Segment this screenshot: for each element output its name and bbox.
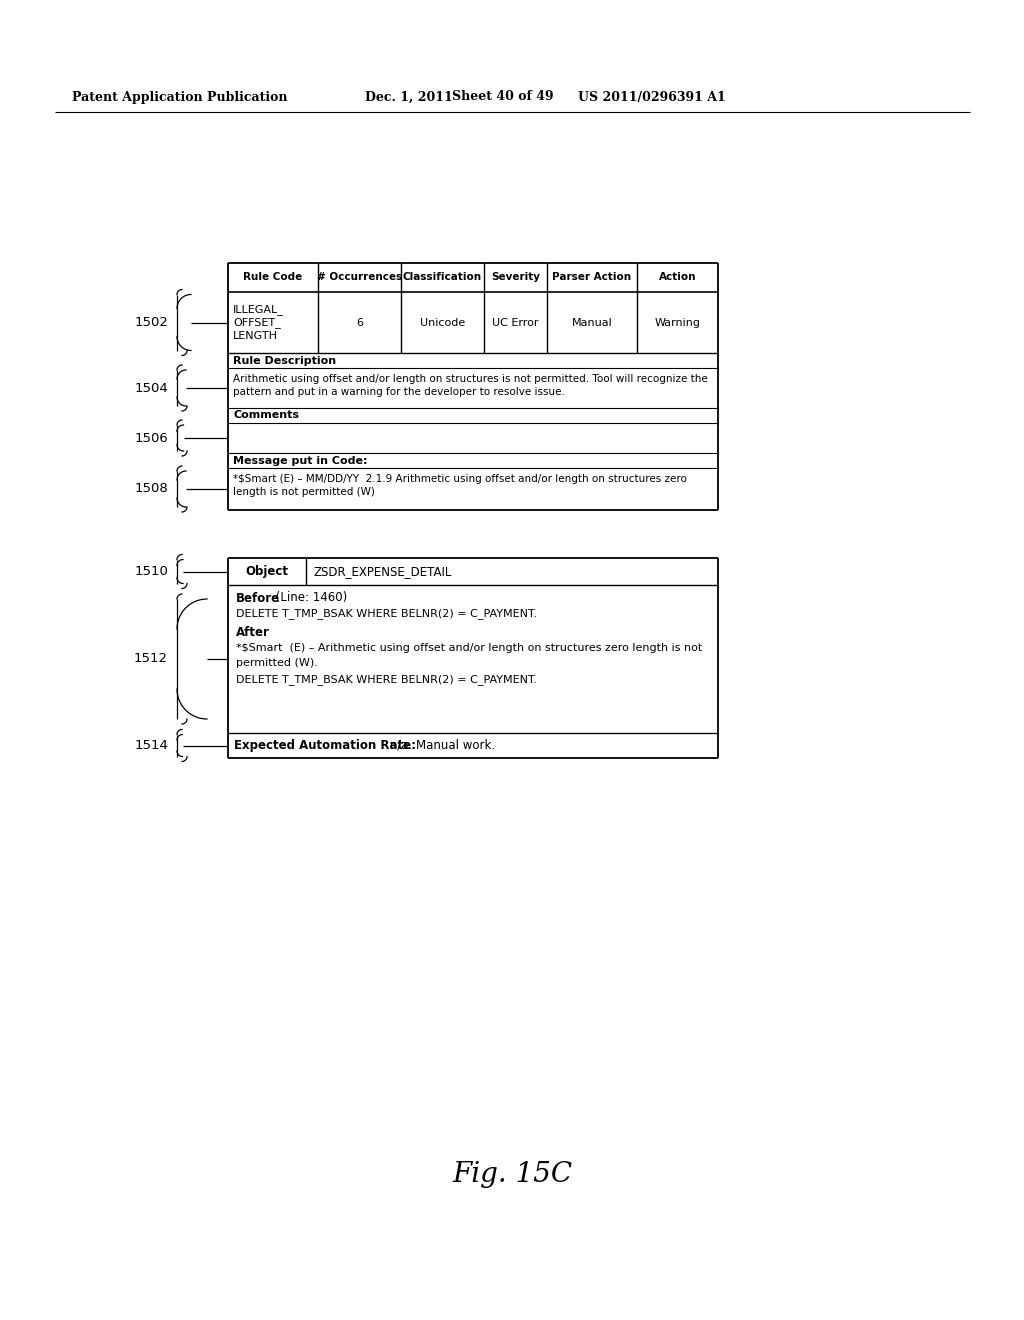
Text: permitted (W).: permitted (W).	[236, 657, 317, 668]
Text: DELETE T_TMP_BSAK WHERE BELNR(2) = C_PAYMENT.: DELETE T_TMP_BSAK WHERE BELNR(2) = C_PAY…	[236, 609, 537, 619]
Text: Message put in Code:: Message put in Code:	[233, 455, 368, 466]
Text: 1510: 1510	[134, 565, 168, 578]
Text: Rule Code: Rule Code	[244, 272, 303, 282]
Text: Rule Description: Rule Description	[233, 355, 336, 366]
Text: Fig. 15C: Fig. 15C	[452, 1162, 572, 1188]
Text: # Occurrences: # Occurrences	[316, 272, 402, 282]
Text: Dec. 1, 2011: Dec. 1, 2011	[365, 91, 453, 103]
Text: Object: Object	[246, 565, 289, 578]
Text: Parser Action: Parser Action	[552, 272, 632, 282]
Text: ILLEGAL_
OFFSET_
LENGTH: ILLEGAL_ OFFSET_ LENGTH	[233, 304, 284, 341]
Text: Arithmetic using offset and/or length on structures is not permitted. Tool will : Arithmetic using offset and/or length on…	[233, 374, 708, 397]
Text: 1508: 1508	[134, 483, 168, 495]
Text: 1502: 1502	[134, 315, 168, 329]
Text: UC Error: UC Error	[493, 318, 539, 327]
Text: 1504: 1504	[134, 381, 168, 395]
Text: Comments: Comments	[233, 411, 299, 421]
Text: 6: 6	[356, 318, 362, 327]
Text: *$Smart (E) – MM/DD/YY  2.1.9 Arithmetic using offset and/or length on structure: *$Smart (E) – MM/DD/YY 2.1.9 Arithmetic …	[233, 474, 687, 498]
Text: DELETE T_TMP_BSAK WHERE BELNR(2) = C_PAYMENT.: DELETE T_TMP_BSAK WHERE BELNR(2) = C_PAY…	[236, 675, 537, 685]
Text: n/a. Manual work.: n/a. Manual work.	[386, 739, 496, 752]
Text: *$Smart  (E) – Arithmetic using offset and/or length on structures zero length i: *$Smart (E) – Arithmetic using offset an…	[236, 643, 702, 653]
Text: Action: Action	[658, 272, 696, 282]
Text: Unicode: Unicode	[420, 318, 465, 327]
Text: After: After	[236, 626, 270, 639]
Text: Sheet 40 of 49: Sheet 40 of 49	[452, 91, 554, 103]
Text: Classification: Classification	[402, 272, 482, 282]
Text: 1514: 1514	[134, 739, 168, 752]
Text: Before: Before	[236, 591, 281, 605]
Text: 1512: 1512	[134, 652, 168, 665]
Text: Manual: Manual	[571, 318, 612, 327]
Text: Expected Automation Rate:: Expected Automation Rate:	[234, 739, 416, 752]
Text: Patent Application Publication: Patent Application Publication	[72, 91, 288, 103]
Text: Warning: Warning	[654, 318, 700, 327]
Text: (Line: 1460): (Line: 1460)	[272, 591, 347, 605]
Text: Severity: Severity	[490, 272, 540, 282]
Text: ZSDR_EXPENSE_DETAIL: ZSDR_EXPENSE_DETAIL	[314, 565, 453, 578]
Text: US 2011/0296391 A1: US 2011/0296391 A1	[578, 91, 726, 103]
Text: 1506: 1506	[134, 432, 168, 445]
